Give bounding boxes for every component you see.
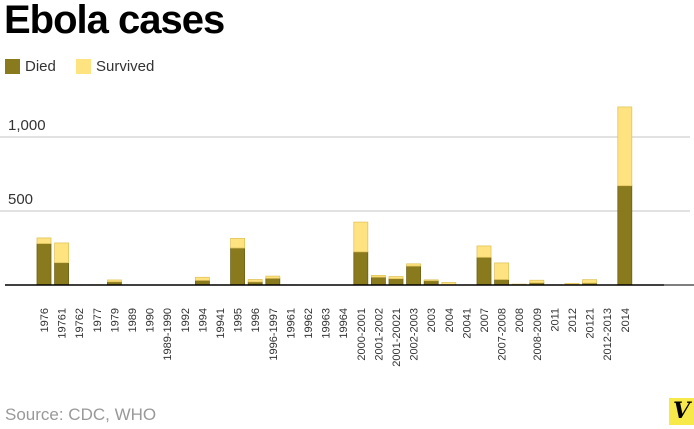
survived-swatch bbox=[76, 59, 91, 74]
y-tick-label: 500 bbox=[8, 191, 33, 208]
x-tick-label: 19761 bbox=[57, 308, 69, 339]
legend-item-survived: Survived bbox=[76, 58, 154, 75]
x-tick-label: 2011 bbox=[549, 308, 561, 332]
bar-survived bbox=[107, 279, 122, 283]
bar-died bbox=[494, 279, 510, 286]
bar-survived bbox=[247, 279, 263, 283]
bar-died bbox=[54, 262, 69, 286]
chart-title: Ebola cases bbox=[4, 0, 225, 42]
x-tick-label: 1990 bbox=[145, 308, 157, 332]
x-tick-label: 19964 bbox=[338, 308, 350, 339]
x-tick-label: 1977 bbox=[92, 308, 104, 332]
bar-survived bbox=[423, 279, 439, 282]
x-tick-label: 2004 bbox=[444, 308, 456, 332]
bar-survived bbox=[370, 274, 386, 278]
bar-died bbox=[36, 243, 52, 286]
x-tick-label: 2007-2008 bbox=[497, 308, 509, 361]
bar-survived bbox=[529, 279, 545, 284]
x-tick-label: 2001-20021 bbox=[391, 308, 403, 367]
bar-died bbox=[388, 278, 404, 286]
bar-survived bbox=[230, 237, 246, 249]
x-tick-label: 2007 bbox=[479, 308, 491, 332]
x-tick-label: 2002-2003 bbox=[409, 308, 421, 361]
x-tick-label: 19762 bbox=[74, 308, 86, 339]
bar-survived bbox=[54, 242, 69, 264]
bar-died bbox=[476, 256, 492, 286]
bar-survived bbox=[582, 279, 597, 284]
x-tick-label: 2012 bbox=[567, 308, 579, 332]
bar-died bbox=[370, 276, 386, 286]
x-tick-label: 19963 bbox=[321, 308, 333, 339]
bar-died bbox=[353, 251, 369, 286]
bar-died bbox=[265, 277, 281, 286]
x-tick-label: 2008 bbox=[514, 308, 526, 332]
x-tick-label: 2003 bbox=[426, 308, 438, 332]
bar-survived bbox=[353, 221, 369, 253]
bar-survived bbox=[36, 237, 52, 244]
bar-survived bbox=[265, 275, 281, 279]
x-tick-label: 2000-2001 bbox=[356, 308, 368, 361]
x-tick-label: 20121 bbox=[585, 308, 597, 339]
x-tick-label: 1992 bbox=[180, 308, 192, 332]
x-tick-label: 1995 bbox=[233, 308, 245, 332]
source-note: Source: CDC, WHO bbox=[5, 405, 157, 424]
died-swatch bbox=[5, 59, 20, 74]
bar-survived bbox=[476, 245, 492, 258]
x-tick-label: 1976 bbox=[39, 308, 51, 332]
bar-died bbox=[406, 265, 422, 286]
bar-died bbox=[230, 247, 246, 286]
legend-label-survived: Survived bbox=[96, 58, 155, 75]
x-tick-label: 1979 bbox=[109, 308, 121, 332]
vox-logo: V bbox=[669, 398, 694, 425]
x-tick-label: 19941 bbox=[215, 308, 227, 339]
x-tick-label: 2012-2013 bbox=[602, 308, 614, 361]
bar-survived bbox=[406, 263, 422, 267]
bar-survived bbox=[617, 106, 633, 187]
x-tick-label: 1994 bbox=[197, 308, 209, 332]
bar-survived bbox=[388, 276, 404, 280]
x-tick-label: 2014 bbox=[620, 308, 632, 332]
x-tick-label: 1989-1990 bbox=[162, 308, 174, 361]
legend-label-died: Died bbox=[25, 58, 56, 75]
x-tick-label: 1989 bbox=[127, 308, 139, 332]
x-tick-label: 2008-2009 bbox=[532, 308, 544, 361]
x-tick-label: 1996 bbox=[250, 308, 262, 332]
bar-survived bbox=[194, 276, 210, 281]
bar-died bbox=[617, 185, 633, 286]
x-tick-label: 1996-1997 bbox=[268, 308, 280, 361]
x-tick-label: 20041 bbox=[461, 308, 473, 339]
x-tick-label: 19962 bbox=[303, 308, 315, 339]
legend-item-died: Died bbox=[5, 58, 56, 75]
x-tick-label: 2001-2002 bbox=[373, 308, 385, 361]
x-tick-label: 19961 bbox=[285, 308, 297, 339]
bar-survived bbox=[494, 262, 510, 280]
y-tick-label: 1,000 bbox=[8, 117, 46, 134]
